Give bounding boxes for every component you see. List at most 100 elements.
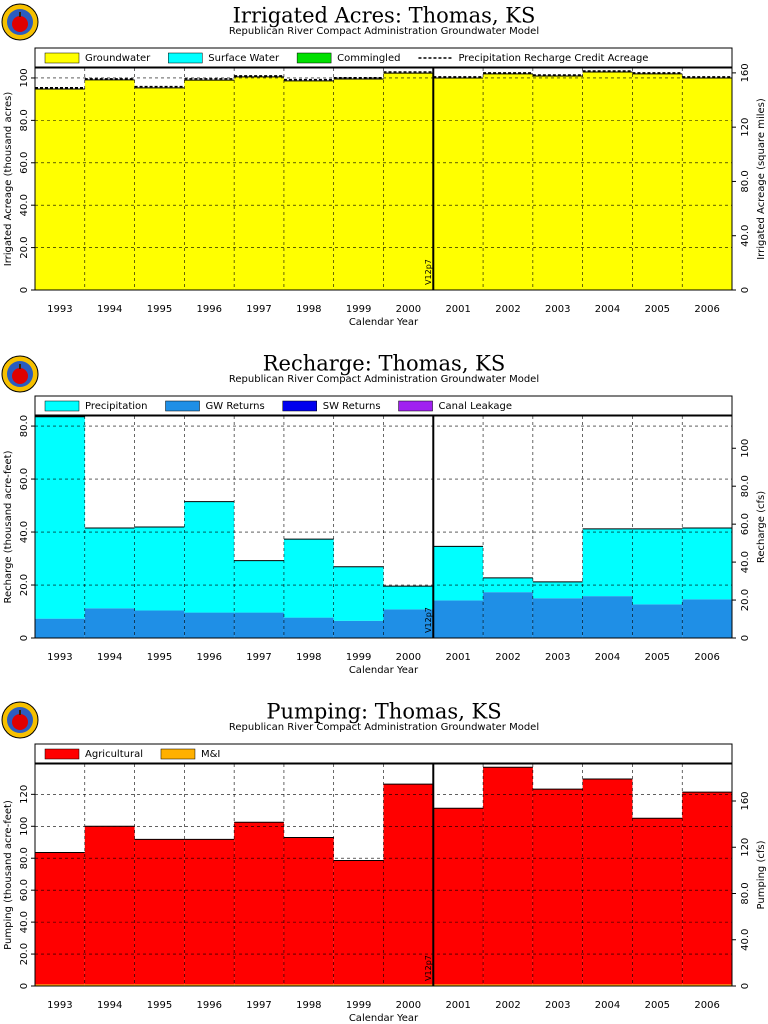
bar bbox=[184, 80, 235, 290]
bar bbox=[582, 72, 633, 290]
bar bbox=[333, 860, 384, 985]
y2-tick-label: 40.0 bbox=[740, 225, 751, 247]
x-tick-label: 2001 bbox=[445, 304, 470, 315]
bar bbox=[134, 984, 185, 986]
x-tick-label: 1995 bbox=[147, 652, 172, 663]
legend-label: GW Returns bbox=[206, 401, 265, 412]
y-tick-label: 0 bbox=[19, 983, 30, 989]
logo bbox=[1, 355, 39, 393]
logo-apple bbox=[12, 368, 28, 384]
bar bbox=[84, 608, 135, 638]
y2-tick-label: 120 bbox=[740, 838, 751, 857]
legend-swatch bbox=[160, 748, 196, 760]
bar bbox=[632, 73, 683, 290]
bar bbox=[532, 598, 583, 638]
logo bbox=[1, 3, 39, 41]
bar bbox=[383, 984, 434, 986]
y-tick-label: 60.0 bbox=[19, 879, 30, 901]
bar bbox=[682, 792, 732, 985]
y2-tick-label: 60.0 bbox=[740, 513, 751, 535]
y-tick-label: 40.0 bbox=[19, 521, 30, 543]
bar bbox=[35, 618, 85, 638]
x-axis-label: Calendar Year bbox=[349, 665, 419, 676]
x-tick-label: 1999 bbox=[346, 1000, 371, 1011]
y-tick-label: 80.0 bbox=[19, 847, 30, 869]
y-tick-label: 100 bbox=[19, 68, 30, 87]
bar bbox=[582, 779, 633, 985]
bar bbox=[532, 984, 583, 986]
bar bbox=[283, 984, 334, 986]
y2-tick-label: 40.0 bbox=[740, 551, 751, 573]
y-tick-label: 60.0 bbox=[19, 152, 30, 174]
legend-box bbox=[34, 47, 733, 68]
bar bbox=[433, 546, 484, 601]
bar bbox=[682, 984, 732, 986]
bar bbox=[234, 76, 284, 290]
y-axis-label: Irrigated Acreage (thousand acres) bbox=[3, 92, 14, 267]
annotation: V12p7 bbox=[424, 955, 433, 981]
plot-frame bbox=[34, 415, 733, 639]
bar bbox=[532, 76, 583, 290]
y2-tick-label: 20.0 bbox=[740, 589, 751, 611]
x-tick-label: 2004 bbox=[595, 652, 620, 663]
bar bbox=[682, 77, 732, 291]
x-tick-label: 2001 bbox=[445, 652, 470, 663]
y2-tick-label: 80.0 bbox=[740, 170, 751, 192]
bar bbox=[632, 528, 683, 605]
legend-swatch bbox=[44, 52, 80, 64]
x-tick-label: 2006 bbox=[694, 304, 719, 315]
plot-frame bbox=[34, 67, 733, 291]
y-tick-label: 40.0 bbox=[19, 911, 30, 933]
bar bbox=[35, 88, 85, 291]
bar bbox=[532, 789, 583, 985]
legend-box bbox=[34, 743, 733, 764]
bar bbox=[35, 416, 85, 619]
y-axis-label: Recharge (thousand acre-feet) bbox=[3, 450, 14, 603]
y2-tick-label: 160 bbox=[740, 63, 751, 82]
legend-swatch bbox=[398, 400, 433, 412]
y-tick-label: 60.0 bbox=[19, 468, 30, 490]
legend-swatch bbox=[296, 52, 332, 64]
y-tick-label: 0 bbox=[19, 635, 30, 641]
x-tick-label: 2003 bbox=[545, 1000, 570, 1011]
bar bbox=[383, 784, 434, 985]
y2-tick-label: 80.0 bbox=[740, 882, 751, 904]
bar bbox=[383, 586, 434, 610]
x-tick-label: 2000 bbox=[396, 1000, 421, 1011]
y-tick-label: 80.0 bbox=[19, 415, 30, 437]
chart-title: Pumping: Thomas, KS bbox=[266, 700, 501, 724]
bar bbox=[134, 527, 185, 611]
bar bbox=[632, 818, 683, 985]
x-tick-label: 1994 bbox=[97, 1000, 122, 1011]
y2-tick-label: 120 bbox=[740, 118, 751, 137]
legend-label: Commingled bbox=[337, 53, 400, 64]
x-tick-label: 2005 bbox=[645, 1000, 670, 1011]
bar bbox=[483, 592, 533, 638]
x-tick-label: 1998 bbox=[296, 652, 321, 663]
y2-tick-label: 40.0 bbox=[740, 929, 751, 951]
x-tick-label: 2000 bbox=[396, 652, 421, 663]
bar bbox=[184, 501, 235, 613]
legend-label: M&I bbox=[201, 749, 220, 760]
bar bbox=[184, 839, 235, 985]
legend-box bbox=[34, 395, 733, 416]
legend-label: Groundwater bbox=[85, 53, 151, 64]
legend-label: Surface Water bbox=[208, 53, 280, 64]
logo bbox=[1, 701, 39, 739]
x-tick-label: 2002 bbox=[495, 304, 520, 315]
x-axis-label: Calendar Year bbox=[349, 317, 419, 328]
bar bbox=[383, 73, 434, 290]
x-tick-label: 1994 bbox=[97, 652, 122, 663]
bar bbox=[234, 560, 284, 613]
x-tick-label: 2000 bbox=[396, 304, 421, 315]
y2-tick-label: 100 bbox=[740, 439, 751, 458]
bar bbox=[234, 822, 284, 985]
y-tick-label: 80.0 bbox=[19, 109, 30, 131]
bar bbox=[682, 599, 732, 638]
x-tick-label: 2003 bbox=[545, 652, 570, 663]
legend-label: SW Returns bbox=[323, 401, 381, 412]
x-tick-label: 2005 bbox=[645, 652, 670, 663]
bar bbox=[433, 600, 484, 638]
bar bbox=[333, 566, 384, 621]
